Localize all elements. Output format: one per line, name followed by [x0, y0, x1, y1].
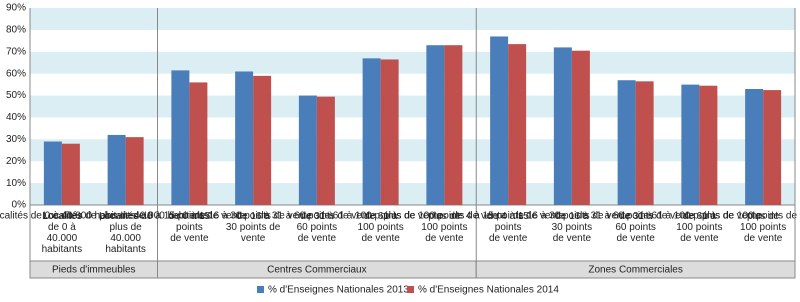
y-tick-label: 30%	[6, 134, 26, 145]
bar	[107, 134, 126, 205]
bar	[699, 85, 718, 205]
bar	[125, 137, 144, 205]
bar	[571, 50, 590, 205]
legend-swatch	[257, 286, 264, 293]
group-label: Zones Commerciales	[588, 265, 682, 276]
legend-label: % d'Enseignes Nationales 2013	[268, 285, 409, 296]
bar	[508, 44, 527, 205]
bar	[298, 95, 317, 205]
y-tick-label: 50%	[6, 90, 26, 101]
y-tick-label: 90%	[6, 3, 26, 14]
y-tick-label: 40%	[6, 112, 26, 123]
bar	[426, 45, 445, 205]
y-tick-label: 20%	[6, 156, 26, 167]
bar	[553, 47, 572, 206]
group-label: Pieds d'immeubles	[52, 265, 136, 276]
bar	[189, 82, 208, 205]
grid-band	[30, 139, 795, 162]
y-tick-label: 70%	[6, 46, 26, 57]
y-tick-label: 80%	[6, 25, 26, 36]
bar	[253, 75, 272, 205]
y-tick-label: 10%	[6, 178, 26, 189]
grid-band	[30, 51, 795, 74]
bar	[444, 45, 463, 205]
bar	[61, 143, 80, 205]
grid-band	[30, 8, 795, 30]
y-tick-label: 0%	[12, 200, 27, 211]
grid-band	[30, 95, 795, 118]
legend-swatch	[407, 286, 414, 293]
bar	[745, 88, 764, 205]
bar	[43, 141, 62, 205]
grid-band	[30, 183, 795, 205]
bar	[490, 36, 509, 206]
group-label: Centres Commerciaux	[267, 265, 366, 276]
bar	[316, 96, 335, 205]
bar	[171, 70, 190, 205]
bar	[763, 90, 782, 205]
bar	[681, 84, 700, 205]
y-tick-label: 60%	[6, 68, 26, 79]
bar	[380, 59, 399, 205]
legend-label: % d'Enseignes Nationales 2014	[418, 285, 559, 296]
bar	[617, 80, 636, 205]
bar	[635, 81, 654, 205]
bar	[235, 71, 254, 205]
bar	[362, 58, 381, 205]
